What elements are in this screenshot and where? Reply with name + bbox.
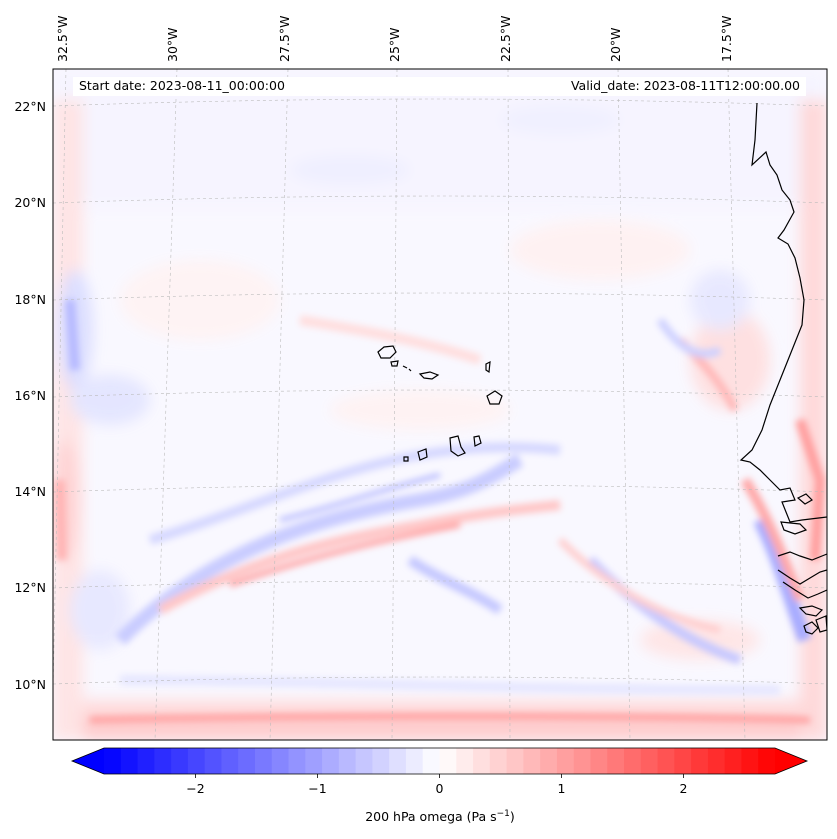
colorbar-segment bbox=[724, 748, 743, 774]
colorbar-segment bbox=[707, 748, 726, 774]
lon-label-22-5w: 22.5°W bbox=[498, 16, 513, 62]
colorbar-segment bbox=[355, 748, 374, 774]
lat-label-10n: 10°N bbox=[14, 677, 46, 692]
colorbar-segment bbox=[758, 748, 776, 774]
colorbar-segment bbox=[556, 748, 575, 774]
colorbar-segment bbox=[254, 748, 273, 774]
lon-label-32-5w: 32.5°W bbox=[55, 16, 70, 62]
lat-label-22n: 22°N bbox=[14, 99, 46, 114]
lon-label-27-5w: 27.5°W bbox=[277, 16, 292, 62]
latitude-gridlines bbox=[53, 98, 827, 685]
start-date-text: Start date: 2023-08-11_00:00:00 bbox=[79, 78, 285, 93]
colorbar-segment bbox=[372, 748, 390, 774]
colorbar-segment bbox=[540, 748, 558, 774]
colorbar-segment bbox=[506, 748, 524, 774]
colorbar-segment bbox=[187, 748, 206, 774]
lon-label-20w: 20°W bbox=[608, 27, 623, 62]
colorbar: −2 −1 0 1 2 200 hPa omega (Pa s−1) bbox=[70, 747, 809, 824]
colorbar-segment bbox=[439, 748, 457, 774]
colorbar-segment bbox=[104, 748, 122, 774]
lat-label-12n: 12°N bbox=[14, 580, 46, 595]
cape-verde-islands bbox=[377, 345, 503, 462]
colorbar-segments bbox=[104, 748, 776, 774]
lat-label-16n: 16°N bbox=[14, 388, 46, 403]
colorbar-segment bbox=[137, 748, 155, 774]
colorbar-segment bbox=[489, 748, 508, 774]
colorbar-tick-label: −1 bbox=[308, 781, 326, 796]
colorbar-segment bbox=[573, 748, 592, 774]
colorbar-segment bbox=[288, 748, 306, 774]
colorbar-ticks: −2 −1 0 1 2 bbox=[186, 774, 687, 796]
colorbar-segment bbox=[338, 748, 357, 774]
colorbar-segment bbox=[456, 748, 474, 774]
lat-label-14n: 14°N bbox=[14, 484, 46, 499]
colorbar-segment bbox=[389, 748, 407, 774]
omega-field bbox=[53, 69, 827, 740]
colorbar-segment bbox=[607, 748, 625, 774]
longitude-gridlines bbox=[53, 69, 746, 740]
colorbar-segment bbox=[238, 748, 256, 774]
lat-label-18n: 18°N bbox=[14, 292, 46, 307]
colorbar-extend-low bbox=[72, 748, 104, 774]
colorbar-label: 200 hPa omega (Pa s−1) bbox=[365, 809, 515, 824]
latitude-labels: 22°N 20°N 18°N 16°N 14°N 12°N 10°N bbox=[14, 99, 46, 692]
colorbar-extend-high bbox=[775, 748, 807, 774]
colorbar-segment bbox=[171, 748, 189, 774]
map-panel: Start date: 2023-08-11_00:00:00 Valid_da… bbox=[52, 68, 828, 741]
longitude-labels: 32.5°W 30°W 27.5°W 25°W 22.5°W 20°W 17.5… bbox=[55, 16, 734, 62]
colorbar-segment bbox=[657, 748, 675, 774]
colorbar-segment bbox=[120, 748, 139, 774]
colorbar-tick-label: 2 bbox=[680, 781, 688, 796]
colorbar-segment bbox=[590, 748, 608, 774]
colorbar-segment bbox=[271, 748, 290, 774]
colorbar-segment bbox=[305, 748, 323, 774]
colorbar-segment bbox=[422, 748, 441, 774]
colorbar-segment bbox=[640, 748, 659, 774]
lat-label-20n: 20°N bbox=[14, 195, 46, 210]
colorbar-segment bbox=[473, 748, 491, 774]
colorbar-segment bbox=[322, 748, 340, 774]
lon-label-30w: 30°W bbox=[165, 27, 180, 62]
colorbar-tick-label: 1 bbox=[558, 781, 566, 796]
valid-date-text: Valid_date: 2023-08-11T12:00:00.00 bbox=[571, 78, 800, 93]
colorbar-segment bbox=[405, 748, 424, 774]
date-header-band bbox=[73, 77, 806, 96]
colorbar-segment bbox=[691, 748, 709, 774]
colorbar-tick-label: 0 bbox=[436, 781, 444, 796]
colorbar-segment bbox=[624, 748, 642, 774]
colorbar-segment bbox=[154, 748, 172, 774]
african-coastline bbox=[739, 102, 827, 635]
colorbar-segment bbox=[523, 748, 541, 774]
lon-label-17-5w: 17.5°W bbox=[719, 16, 734, 62]
lon-label-25w: 25°W bbox=[387, 27, 402, 62]
colorbar-segment bbox=[221, 748, 239, 774]
colorbar-outline bbox=[70, 747, 809, 775]
colorbar-segment bbox=[674, 748, 692, 774]
colorbar-segment bbox=[741, 748, 759, 774]
map-frame bbox=[52, 68, 828, 741]
colorbar-tick-label: −2 bbox=[186, 781, 204, 796]
colorbar-segment bbox=[204, 748, 223, 774]
